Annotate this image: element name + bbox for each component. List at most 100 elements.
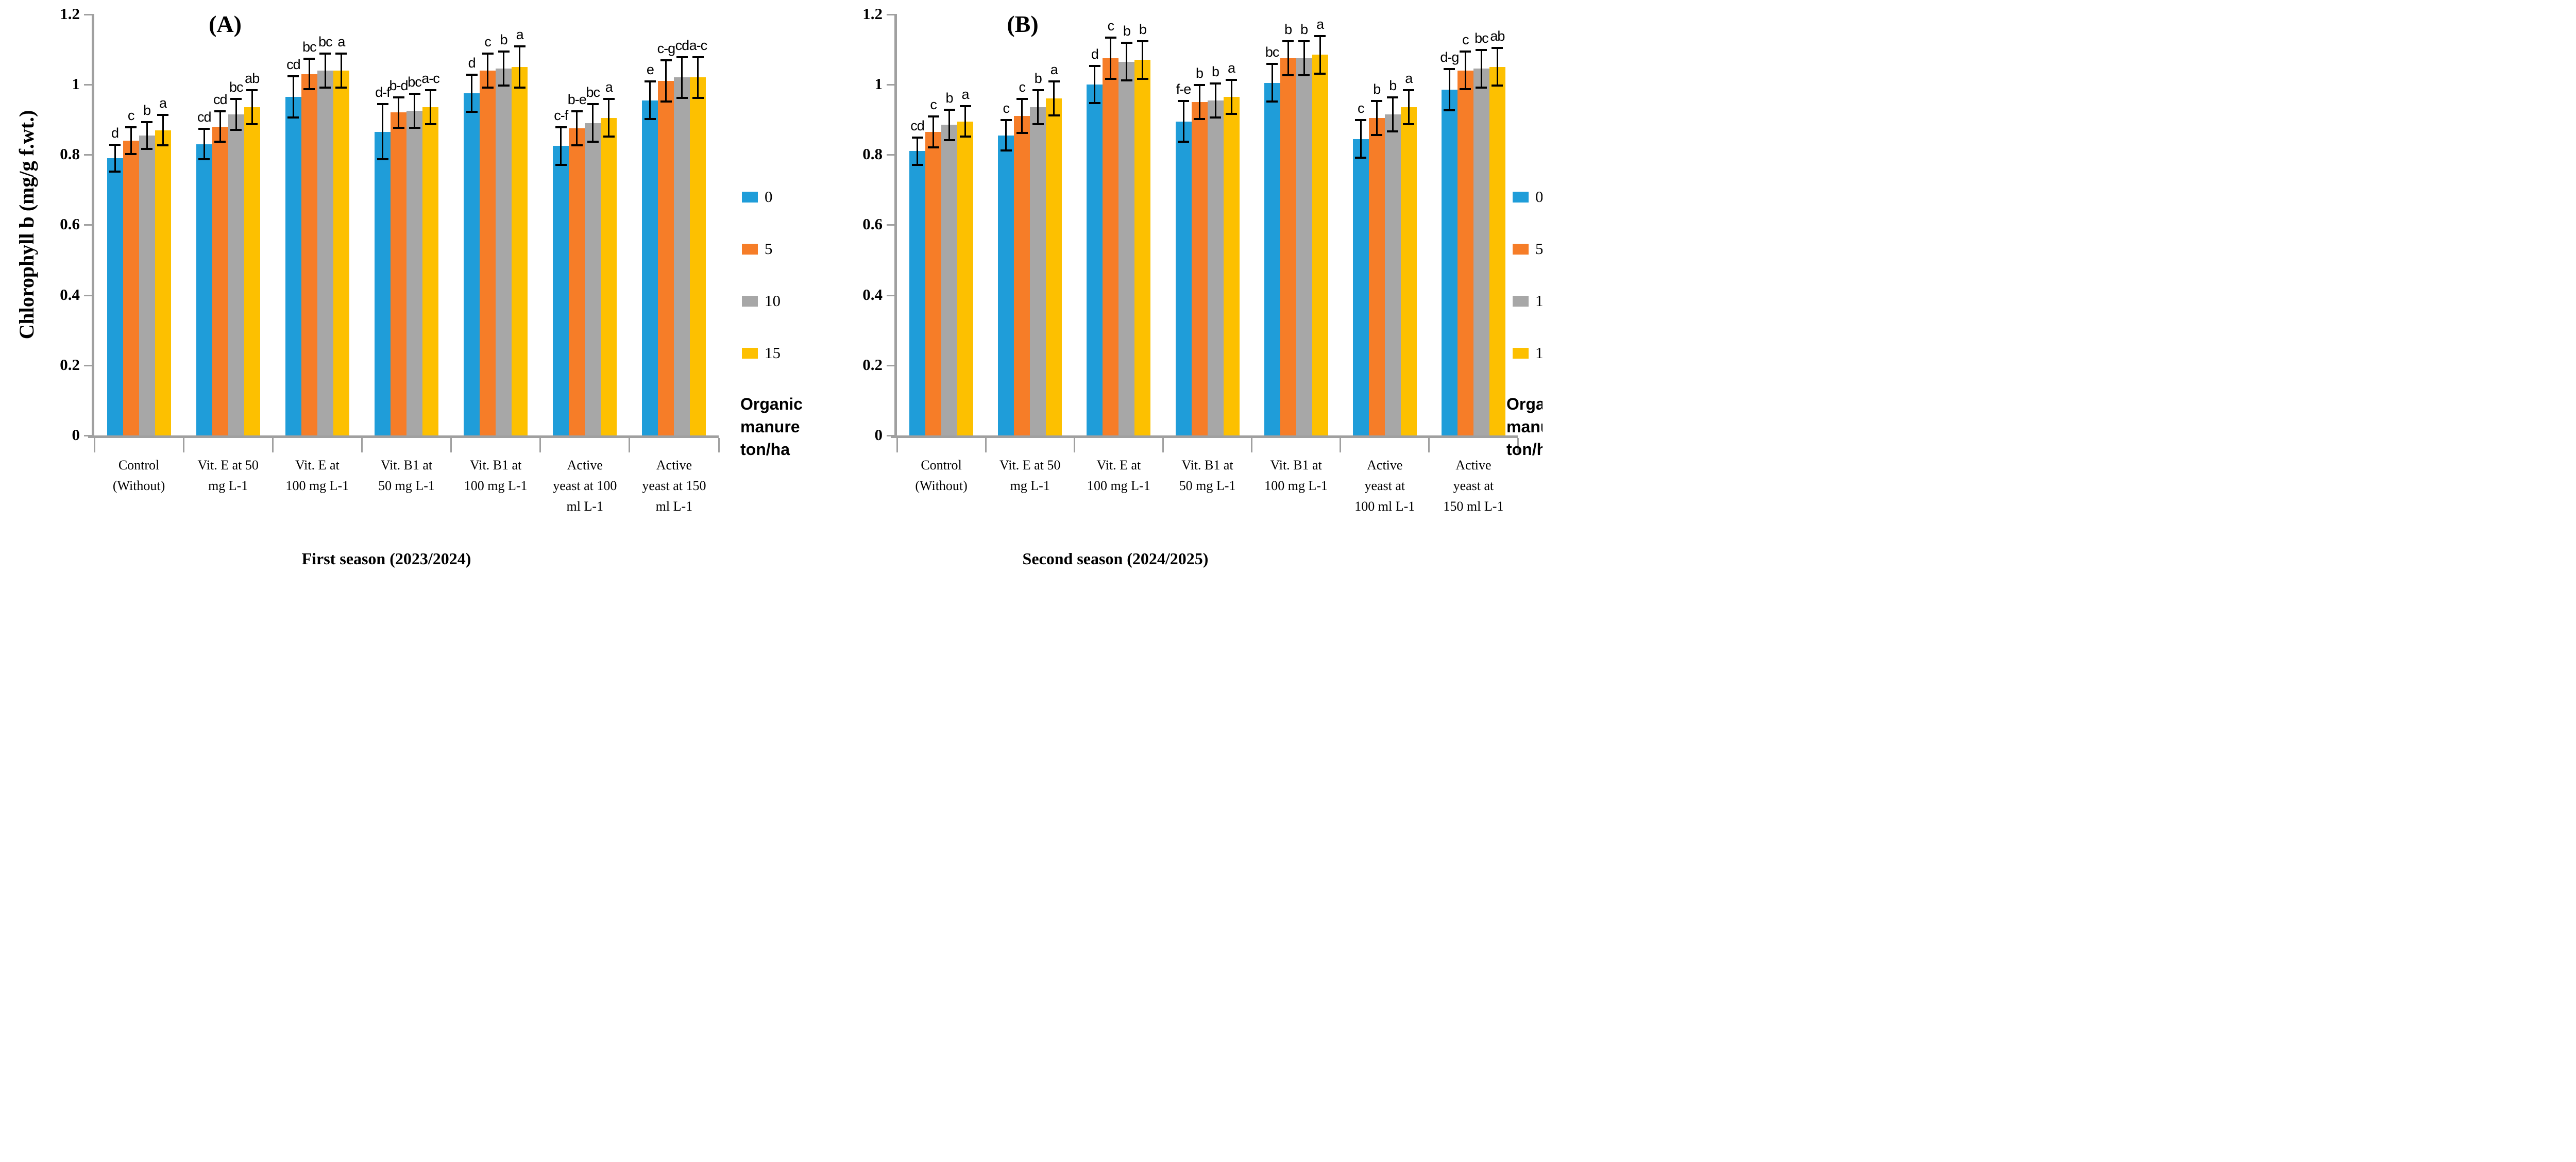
season-caption-first: First season (2023/2024) — [301, 549, 471, 568]
legend-label: 15 — [765, 344, 781, 362]
y-tick-label: 0.4 — [862, 285, 883, 304]
error-bar-cap-top — [644, 80, 656, 83]
error-bar-cap-bottom — [1355, 157, 1367, 159]
bar — [1352, 139, 1369, 435]
bar — [642, 100, 658, 435]
bar — [1489, 66, 1505, 435]
bar — [1384, 114, 1401, 435]
significance-letter: c — [930, 97, 937, 113]
error-bar-cap-top — [1032, 89, 1044, 92]
bar — [422, 107, 438, 435]
x-category-label: 50 mg L-1 — [1179, 478, 1236, 493]
y-tick — [84, 364, 92, 366]
error-bar — [649, 81, 651, 120]
significance-letter: b — [1034, 71, 1042, 87]
category-tick — [1428, 438, 1430, 452]
error-bar-cap-bottom — [1444, 109, 1455, 112]
error-bar-cap-bottom — [1460, 88, 1471, 91]
error-bar-cap-bottom — [1137, 77, 1148, 80]
category-tick — [1251, 438, 1253, 452]
bar — [1223, 96, 1240, 435]
category-tick — [1162, 438, 1164, 452]
error-bar — [964, 105, 967, 138]
bar — [1030, 107, 1046, 435]
x-category-label: Active — [567, 458, 603, 473]
error-bar — [487, 53, 489, 88]
error-bar-cap-bottom — [587, 141, 599, 143]
significance-letter: b — [1284, 21, 1292, 37]
error-bar — [398, 96, 399, 129]
legend-label: 0 — [1535, 188, 1543, 206]
significance-letter: bc — [318, 33, 333, 49]
error-bar — [608, 98, 610, 138]
error-bar — [1021, 98, 1023, 134]
error-bar — [146, 121, 148, 149]
error-bar-cap-top — [1137, 40, 1148, 42]
significance-letter: c-f — [554, 107, 568, 123]
error-bar-cap-bottom — [660, 100, 672, 103]
error-bar-cap-bottom — [1314, 72, 1326, 75]
bar — [941, 125, 958, 435]
significance-letter: ab — [245, 71, 260, 87]
significance-letter: bc — [408, 74, 422, 90]
error-bar — [1214, 82, 1216, 118]
y-tick — [84, 294, 92, 296]
significance-letter: b — [1300, 21, 1308, 37]
significance-letter: ab — [1490, 28, 1505, 44]
category-tick — [629, 438, 631, 452]
x-category-label: Active — [1367, 458, 1403, 473]
bar — [1134, 60, 1151, 435]
legend-title: manure — [1506, 417, 1543, 436]
x-category-label: Vit. B1 at — [1181, 458, 1233, 473]
error-bar-cap-bottom — [1266, 100, 1278, 103]
significance-letter: d-f — [375, 85, 391, 100]
x-category-label: Active — [656, 458, 692, 473]
significance-letter: bc — [586, 85, 601, 100]
error-bar-cap-bottom — [214, 141, 226, 143]
error-bar-cap-bottom — [198, 158, 210, 161]
significance-letter: a — [605, 79, 613, 95]
error-bar-cap-top — [1314, 35, 1326, 37]
bar — [406, 111, 422, 435]
error-bar — [162, 114, 164, 146]
bar — [1046, 98, 1062, 435]
y-tick-label: 0 — [874, 426, 883, 444]
significance-letter: b — [1123, 23, 1131, 39]
legend-label: 15 — [1535, 344, 1543, 362]
error-bar-cap-top — [959, 105, 971, 107]
significance-letter: b-d — [389, 77, 408, 93]
error-bar — [1480, 49, 1482, 88]
bar — [139, 135, 155, 435]
error-bar-cap-bottom — [1371, 133, 1383, 136]
error-bar-cap-top — [1371, 99, 1383, 102]
panel-b-label: (B) — [1007, 11, 1039, 37]
bar — [512, 66, 528, 435]
legend-label: 10 — [765, 292, 781, 310]
significance-letter: cd — [213, 92, 228, 108]
error-bar-cap-top — [911, 137, 923, 139]
bar — [1441, 90, 1458, 435]
error-bar-cap-bottom — [1476, 86, 1487, 89]
significance-letter: b — [143, 102, 151, 118]
significance-letter: b — [1373, 81, 1381, 97]
error-bar-cap-bottom — [125, 153, 137, 156]
error-bar-cap-bottom — [287, 116, 299, 119]
error-bar-cap-top — [303, 57, 315, 60]
error-bar-cap-top — [1355, 119, 1367, 122]
error-bar-cap-bottom — [377, 158, 388, 161]
x-category-label: 100 mg L-1 — [1264, 478, 1328, 493]
bar — [480, 70, 496, 435]
error-bar-cap-top — [109, 143, 121, 146]
error-bar-cap-top — [603, 98, 615, 100]
bar — [1368, 117, 1385, 435]
significance-letter: b — [945, 90, 954, 106]
x-category-label: Vit. B1 at — [380, 458, 433, 473]
significance-letter: c — [1019, 79, 1026, 95]
y-tick-label: 0 — [72, 426, 80, 444]
error-bar — [560, 126, 562, 165]
bar — [569, 128, 585, 435]
significance-letter: c — [1358, 100, 1365, 116]
bar — [925, 131, 942, 435]
error-bar-cap-top — [1210, 82, 1221, 85]
legend-swatch — [742, 348, 758, 359]
